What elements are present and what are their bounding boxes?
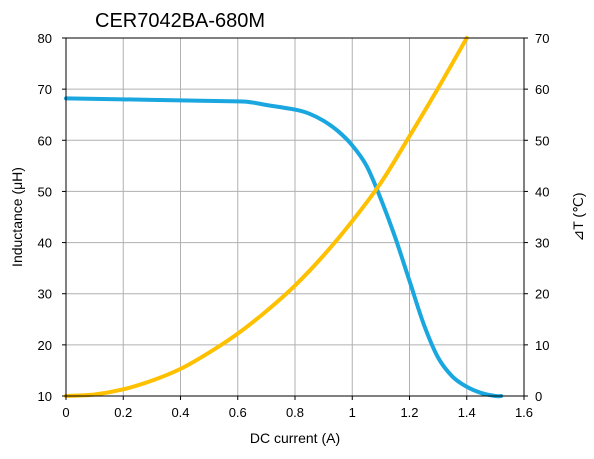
series-layer: [64, 36, 504, 399]
y-right-tick-label: 20: [535, 287, 549, 302]
y-left-tick-label: 30: [38, 287, 52, 302]
x-tick-label: 0.2: [114, 405, 132, 420]
x-tick-label: 0.6: [229, 405, 247, 420]
y-left-tick-label: 60: [38, 133, 52, 148]
chart-title: CER7042BA-680M: [95, 10, 265, 32]
y-right-axis-title: ⊿T (℃): [570, 193, 586, 242]
x-axis-title: DC current (A): [250, 430, 340, 446]
y-right-tick-label: 30: [535, 236, 549, 251]
x-tick-label: 1.4: [458, 405, 476, 420]
x-tick-label: 0: [62, 405, 69, 420]
y-left-axis-title: Inductance (μH): [9, 167, 25, 267]
x-tick-label: 0.4: [171, 405, 189, 420]
y-left-tick-label: 80: [38, 31, 52, 46]
x-tick-label: 1: [349, 405, 356, 420]
y-right-axis-ticks: 0 10 20 30 40 50 60 70: [524, 31, 549, 404]
y-left-tick-label: 40: [38, 236, 52, 251]
y-left-tick-label: 10: [38, 389, 52, 404]
x-tick-label: 1.6: [515, 405, 533, 420]
y-right-tick-label: 50: [535, 133, 549, 148]
y-right-tick-label: 0: [535, 389, 542, 404]
inductance-line: [64, 96, 504, 399]
x-tick-label: 0.8: [286, 405, 304, 420]
y-left-axis-ticks: 10 20 30 40 50 60 70 80: [38, 31, 66, 404]
y-left-tick-label: 70: [38, 82, 52, 97]
y-right-tick-label: 10: [535, 338, 549, 353]
y-left-tick-label: 20: [38, 338, 52, 353]
grid: [66, 38, 524, 396]
x-tick-label: 1.2: [400, 405, 418, 420]
x-axis-ticks: 0 0.2 0.4 0.6 0.8 1 1.2 1.4 1.6: [62, 396, 533, 420]
y-right-tick-label: 40: [535, 184, 549, 199]
y-right-tick-label: 60: [535, 82, 549, 97]
temperature-rise-line: [64, 36, 469, 398]
y-left-tick-label: 50: [38, 184, 52, 199]
y-right-tick-label: 70: [535, 31, 549, 46]
